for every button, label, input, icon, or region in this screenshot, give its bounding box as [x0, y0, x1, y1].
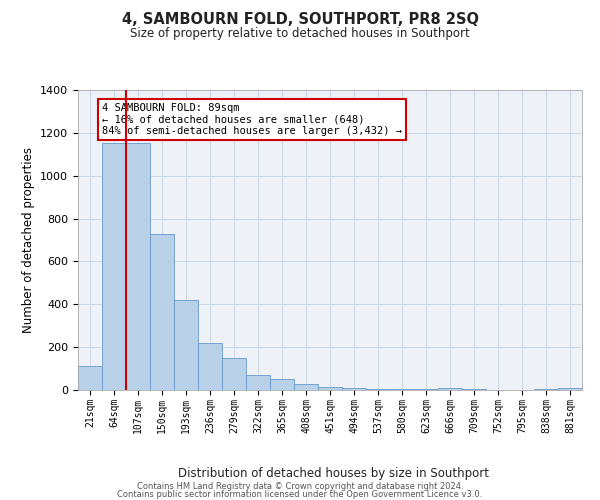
Text: 4, SAMBOURN FOLD, SOUTHPORT, PR8 2SQ: 4, SAMBOURN FOLD, SOUTHPORT, PR8 2SQ: [121, 12, 479, 28]
Text: Contains public sector information licensed under the Open Government Licence v3: Contains public sector information licen…: [118, 490, 482, 499]
Bar: [78, 366, 102, 390]
Bar: [438, 388, 462, 390]
Text: Distribution of detached houses by size in Southport: Distribution of detached houses by size …: [178, 467, 488, 480]
Bar: [222, 358, 246, 390]
Bar: [318, 387, 342, 390]
Bar: [294, 384, 318, 390]
Text: Contains HM Land Registry data © Crown copyright and database right 2024.: Contains HM Land Registry data © Crown c…: [137, 482, 463, 491]
Bar: [102, 142, 126, 390]
Bar: [558, 388, 582, 390]
Bar: [390, 389, 414, 390]
Bar: [174, 300, 198, 390]
Bar: [150, 234, 174, 390]
Bar: [462, 389, 486, 390]
Bar: [246, 375, 270, 390]
Bar: [270, 380, 294, 390]
Bar: [414, 389, 438, 390]
Bar: [366, 389, 390, 390]
Y-axis label: Number of detached properties: Number of detached properties: [22, 147, 35, 333]
Bar: [126, 142, 150, 390]
Bar: [342, 388, 366, 390]
Bar: [198, 343, 222, 390]
Text: 4 SAMBOURN FOLD: 89sqm
← 16% of detached houses are smaller (648)
84% of semi-de: 4 SAMBOURN FOLD: 89sqm ← 16% of detached…: [102, 103, 402, 136]
Bar: [534, 389, 558, 390]
Text: Size of property relative to detached houses in Southport: Size of property relative to detached ho…: [130, 28, 470, 40]
